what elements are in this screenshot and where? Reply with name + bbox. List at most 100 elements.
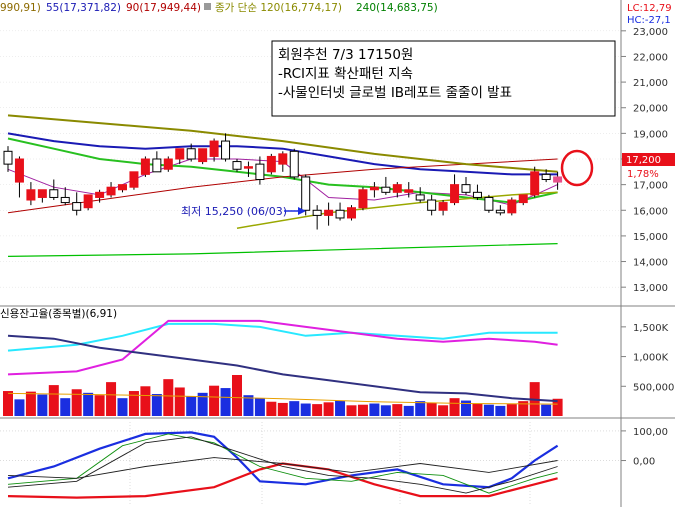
volume-bar	[243, 395, 254, 416]
volume-bar	[209, 385, 220, 416]
candle-up	[243, 166, 253, 169]
candle-down	[541, 173, 551, 181]
candle-up	[163, 158, 173, 170]
credit-line-magenta	[7, 319, 558, 376]
current-price-label: 17,200	[626, 155, 661, 166]
volume-bar	[323, 402, 334, 416]
candle-up	[392, 184, 402, 193]
volume-bar	[312, 404, 323, 416]
moving-average-ma55	[7, 132, 558, 176]
legend-swatch	[204, 3, 211, 10]
volume-bar	[37, 394, 48, 416]
volume-bar	[461, 400, 471, 416]
price-tick-label: 15,000	[633, 232, 668, 243]
legend-item: 55(17,371,82)	[46, 2, 121, 14]
candle-down	[232, 161, 242, 170]
highlight-circle	[560, 149, 594, 187]
osc-tick-label: 0,00	[633, 457, 655, 468]
candle-down	[484, 196, 494, 211]
credit-line-cyan	[7, 322, 558, 352]
volume-bar	[266, 401, 277, 416]
candle-up	[129, 171, 139, 188]
legend-item: 990,91)	[0, 2, 41, 14]
volume-bar	[506, 404, 517, 416]
volume-bar	[415, 401, 426, 416]
volume-bar	[83, 392, 94, 416]
candle-up	[347, 207, 356, 219]
candle-down	[72, 202, 82, 211]
volume-bar	[128, 391, 139, 416]
volume-bar	[541, 404, 552, 416]
volume-bar	[277, 402, 288, 416]
volume-bar	[483, 404, 494, 416]
volume-bar	[186, 396, 197, 416]
candle-down	[472, 191, 482, 198]
candle-down	[495, 209, 505, 214]
volume-bar	[106, 382, 117, 416]
volume-bar	[518, 401, 529, 416]
price-tick-label: 22,000	[633, 52, 668, 63]
volume-bar	[392, 404, 403, 416]
credit-line-orange	[7, 392, 558, 405]
candle-up	[507, 199, 517, 214]
candle-up	[37, 189, 47, 198]
mid-tick-label: 1,500K	[633, 323, 669, 334]
candle-down	[255, 163, 265, 181]
candle-down	[3, 150, 13, 165]
candle-down	[49, 189, 59, 198]
oscillator-line-green	[7, 433, 558, 494]
legend-item: 90(17,949,44)	[126, 2, 201, 14]
volume-bar	[346, 405, 357, 416]
candle-up	[26, 189, 36, 201]
candle-down	[301, 176, 311, 211]
volume-bar	[174, 387, 185, 416]
candle-up	[140, 158, 150, 175]
legend-item: 240(14,683,75)	[356, 2, 438, 14]
price-tick-label: 14,000	[633, 258, 668, 269]
volume-bar	[232, 374, 242, 416]
candle-up	[175, 148, 185, 160]
volume-bar	[140, 386, 151, 416]
volume-bar	[438, 405, 449, 416]
candle-down	[289, 150, 299, 178]
oscillator-line-black2	[7, 457, 558, 479]
candle-up	[106, 186, 116, 196]
current-price-tag	[622, 153, 675, 166]
price-tick-label: 13,000	[633, 283, 668, 294]
volume-bar	[220, 388, 231, 416]
candle-up	[198, 148, 208, 163]
volume-bar	[449, 398, 460, 416]
mid-tick-label: 500,000	[633, 382, 674, 393]
volume-bar	[357, 404, 368, 416]
candle-up	[278, 153, 288, 165]
price-tick-label: 23,000	[633, 27, 668, 38]
volume-bar	[163, 379, 174, 416]
candle-down	[152, 158, 162, 173]
price-tick-label: 17,000	[633, 181, 668, 192]
moving-average-ma120b	[236, 191, 558, 229]
price-tick-label: 20,000	[633, 104, 668, 115]
moving-average-ma120	[7, 114, 558, 173]
volume-bar	[254, 398, 265, 416]
volume-bar	[495, 405, 506, 416]
volume-bar	[552, 398, 563, 416]
candle-up	[358, 189, 368, 209]
candle-down	[415, 194, 425, 201]
osc-tick-label: 100,00	[633, 427, 668, 438]
candle-up	[95, 191, 105, 198]
candle-down	[312, 209, 322, 216]
price-tick-label: 16,000	[633, 206, 668, 217]
volume-bar	[48, 385, 59, 416]
price-tick-label: 21,000	[633, 78, 668, 89]
mid-tick-label: 1,000K	[633, 353, 669, 364]
annotation-line: -RCI지표 확산패턴 지속	[278, 66, 413, 82]
candle-down	[186, 148, 196, 160]
volume-bar	[14, 399, 25, 416]
candle-up	[83, 194, 93, 209]
candle-down	[221, 140, 231, 160]
candle-down	[553, 176, 563, 183]
price-tick-label: 19,000	[633, 129, 668, 140]
volume-bar	[369, 403, 380, 416]
